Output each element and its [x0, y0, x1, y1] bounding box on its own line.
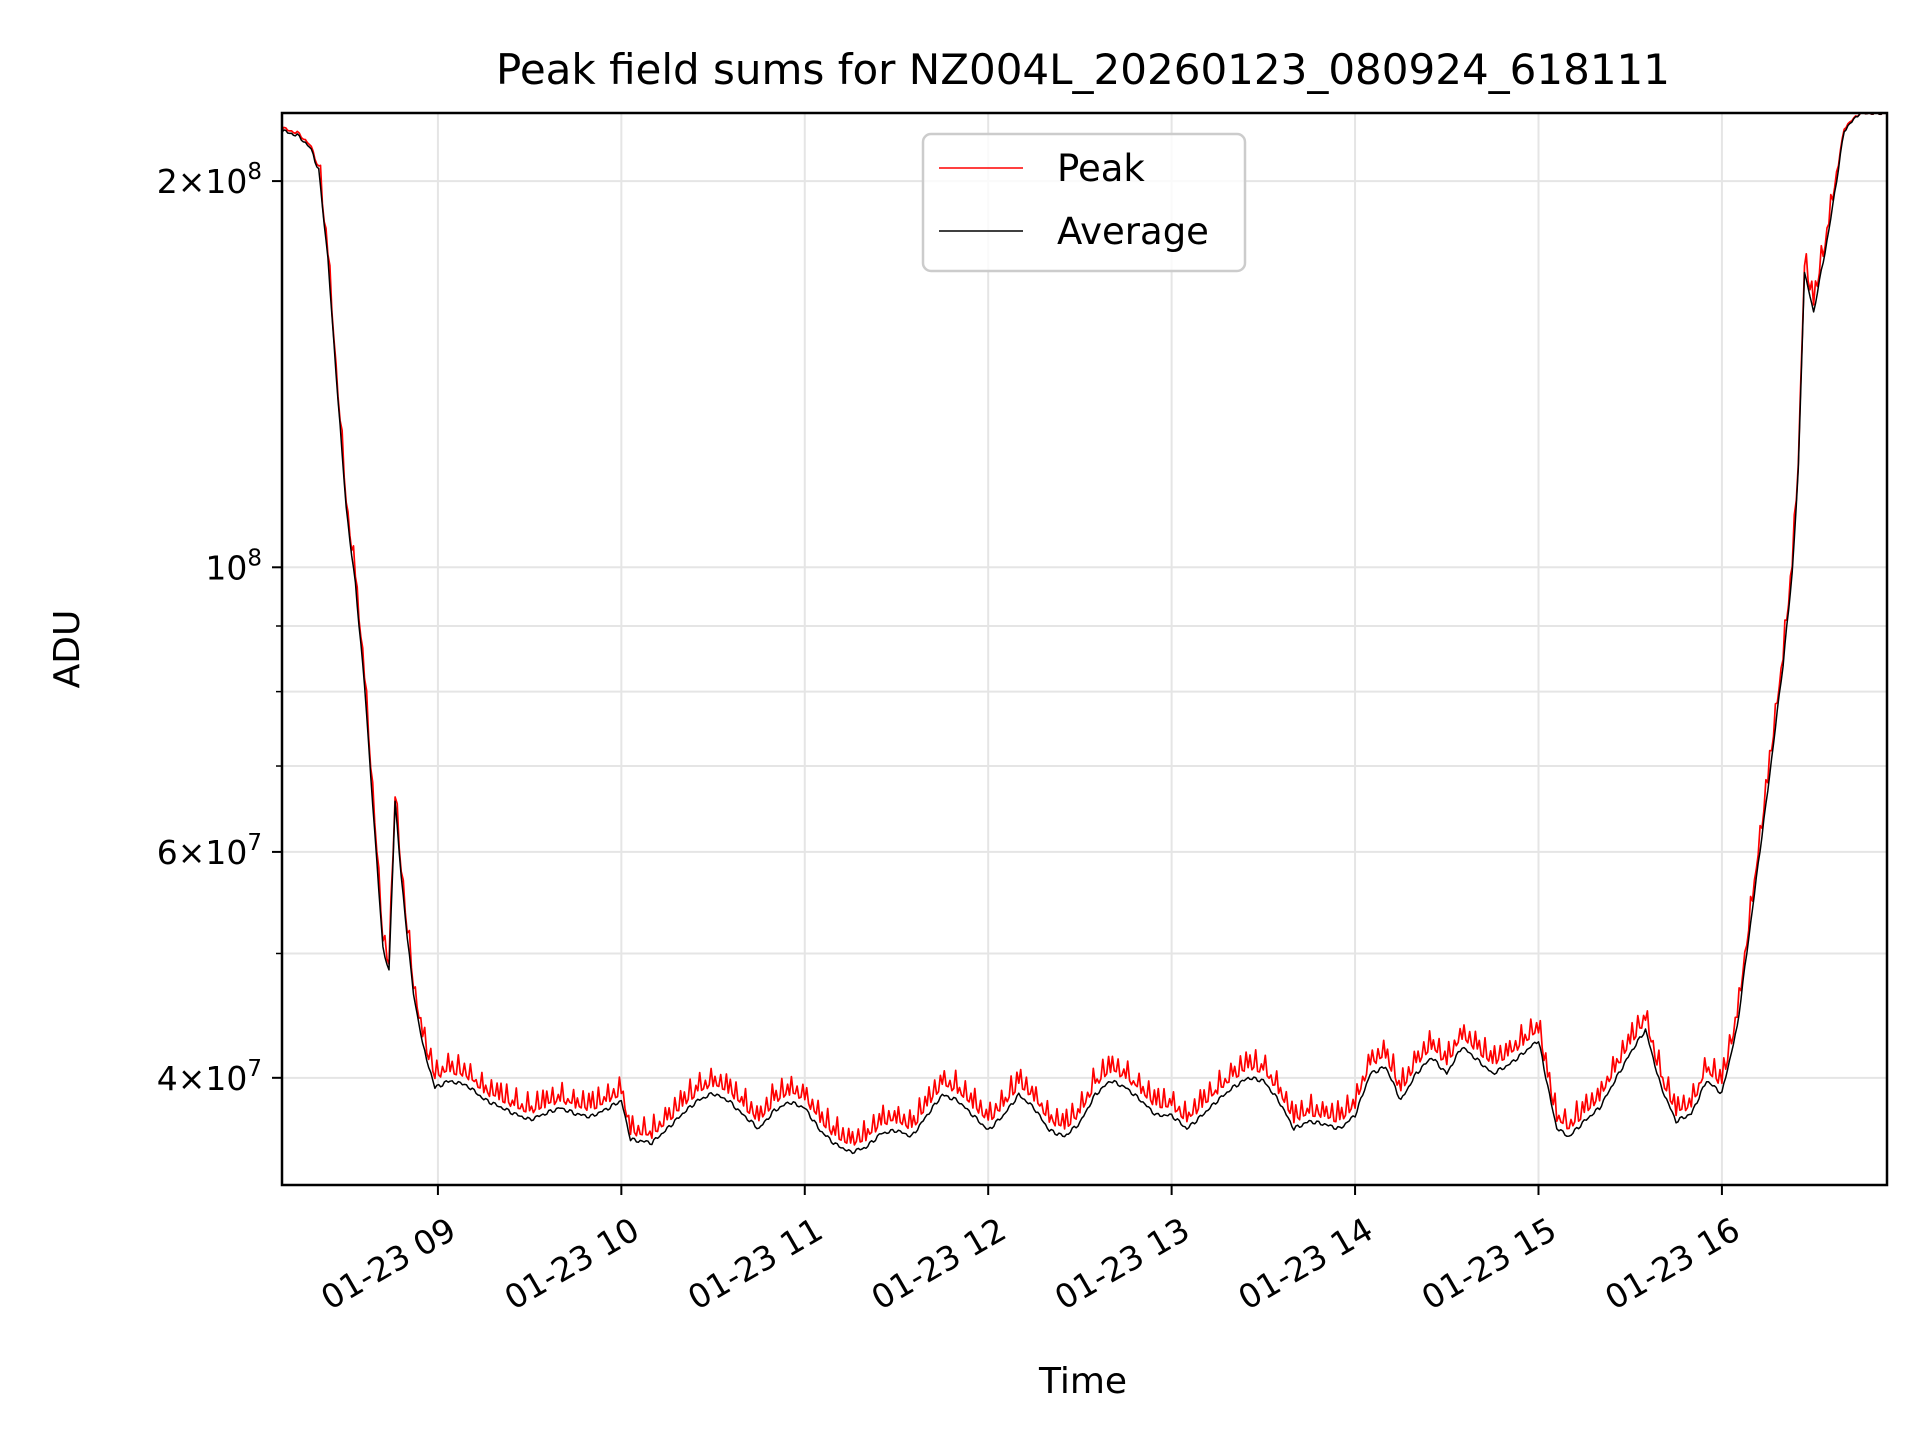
x-axis-label: Time [1038, 1361, 1127, 1402]
series-line-peak [282, 113, 1887, 1146]
plot-frame [280, 111, 1889, 1187]
series-lines [282, 113, 1887, 1155]
y-tick-label: 6×107 [157, 830, 262, 872]
chart-title: Peak field sums for NZ004L_20260123_0809… [496, 45, 1670, 94]
grid [282, 113, 1887, 1185]
legend: Peak Average [921, 132, 1247, 273]
y-tick-label: 2×108 [157, 159, 262, 201]
y-axis-ticks: 4×107 6×107 108 2×108 [157, 159, 282, 1098]
y-axis-label: ADU [47, 610, 88, 689]
series-line-average [282, 113, 1887, 1155]
legend-label-average: Average [1057, 210, 1209, 253]
legend-label-peak: Peak [1057, 147, 1145, 190]
y-tick-label: 4×107 [157, 1056, 262, 1098]
y-tick-label: 108 [205, 545, 262, 587]
